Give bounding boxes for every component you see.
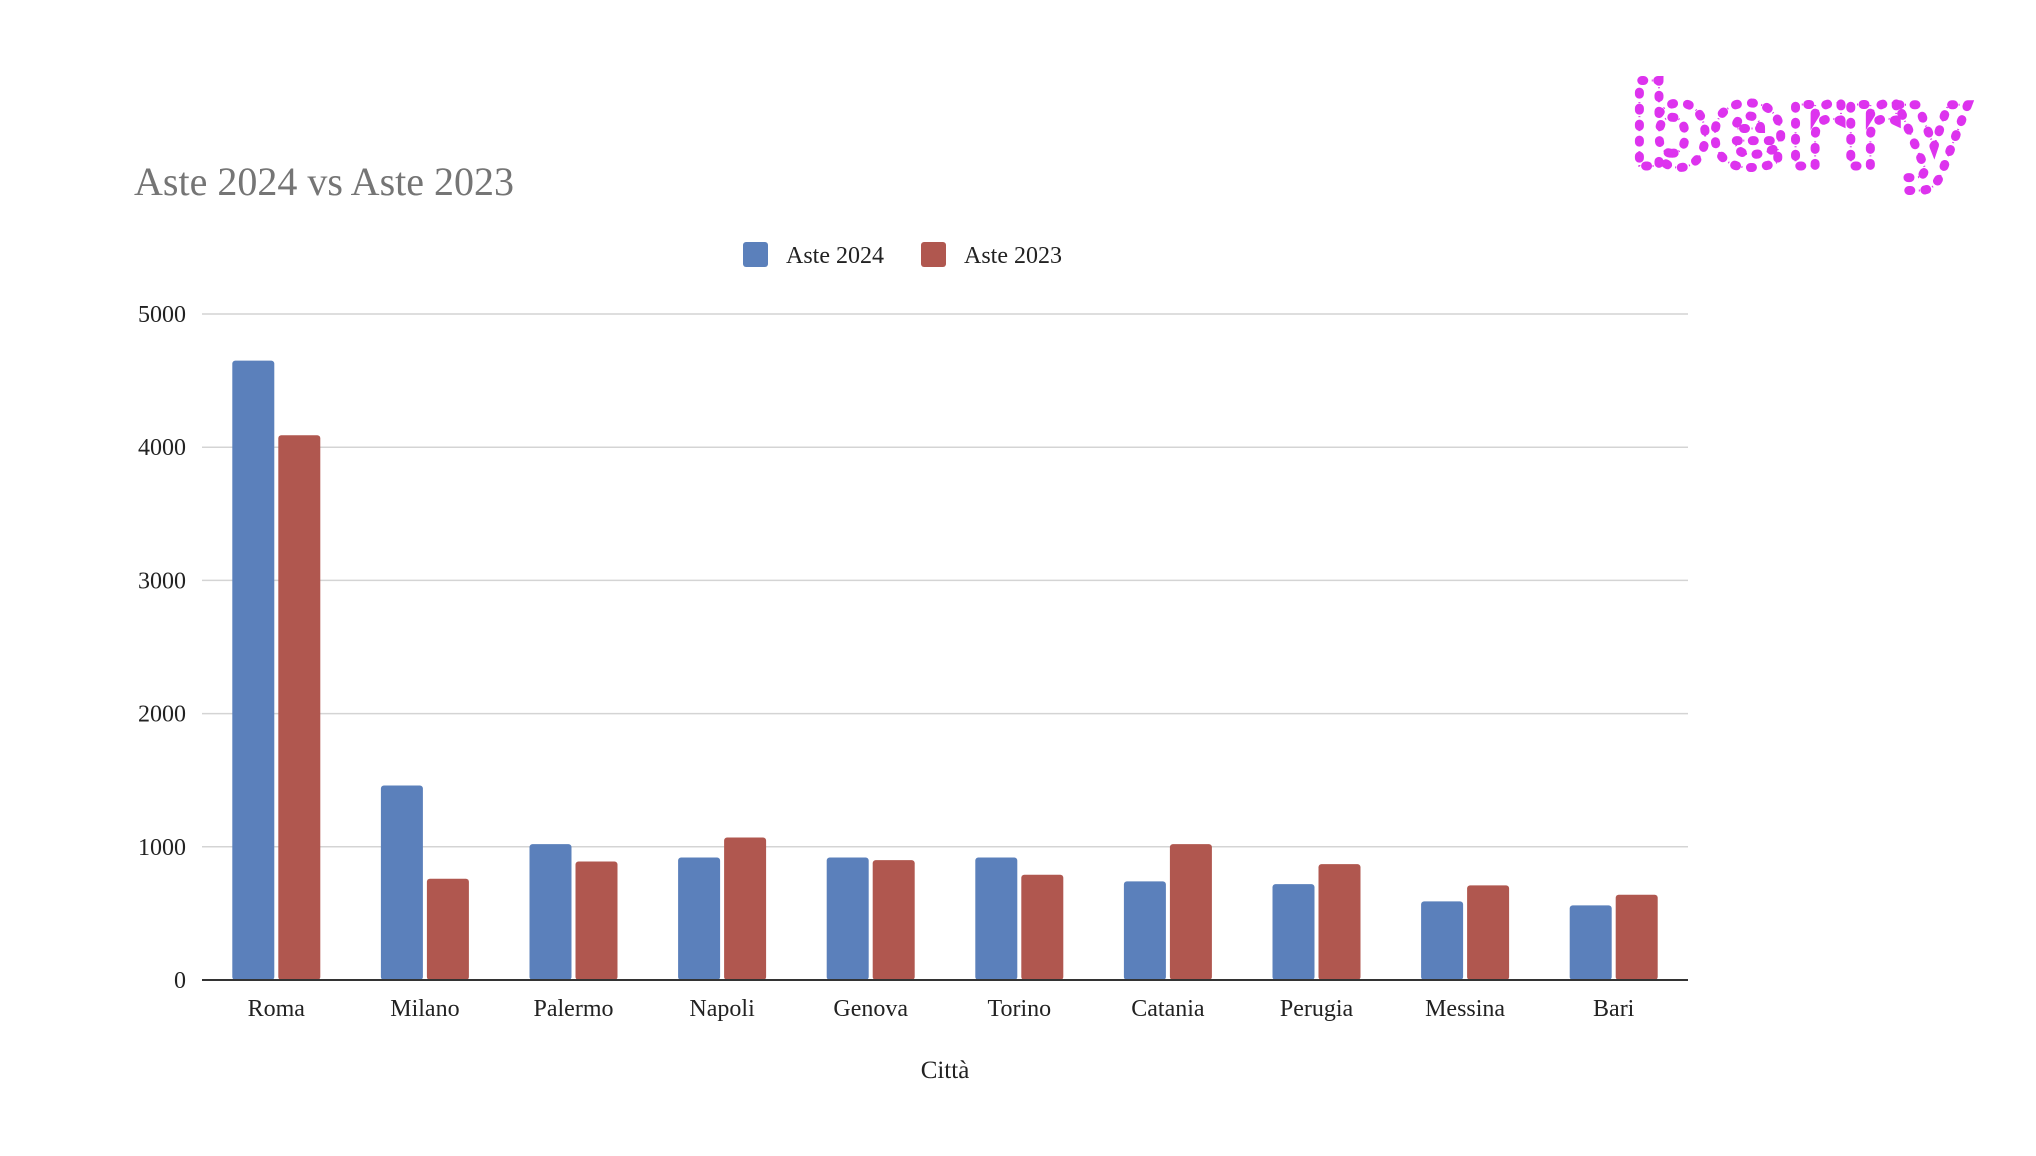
y-tick-label: 5000 xyxy=(138,302,186,328)
x-tick-label: Torino xyxy=(987,996,1051,1022)
bar xyxy=(278,435,321,980)
bar xyxy=(575,861,618,980)
x-tick-label: Genova xyxy=(833,996,908,1022)
bar xyxy=(826,857,869,980)
bar xyxy=(1467,885,1510,980)
y-tick-label: 1000 xyxy=(138,835,186,861)
chart-title: Aste 2024 vs Aste 2023 xyxy=(134,159,514,204)
bar xyxy=(426,878,469,980)
x-tick-label: Palermo xyxy=(534,996,614,1022)
y-tick-label: 0 xyxy=(174,968,186,994)
bar xyxy=(1569,905,1612,980)
bar xyxy=(1169,844,1212,980)
bar xyxy=(678,857,721,980)
bar xyxy=(1021,874,1064,980)
x-tick-label: Milano xyxy=(390,996,459,1022)
x-tick-label: Perugia xyxy=(1280,996,1354,1022)
x-axis-label: Città xyxy=(921,1057,970,1084)
bar xyxy=(724,837,767,980)
legend-label: Aste 2024 xyxy=(786,243,884,269)
bar xyxy=(1123,881,1166,980)
x-tick-label: Catania xyxy=(1131,996,1205,1022)
bar xyxy=(975,857,1018,980)
bar xyxy=(1421,901,1464,980)
y-axis-ticks: 0 1000 2000 3000 4000 5000 xyxy=(138,302,186,994)
x-tick-label: Bari xyxy=(1593,996,1635,1022)
x-tick-label: Napoli xyxy=(689,996,755,1022)
berry-logo-text: berry xyxy=(1630,63,1970,193)
legend-swatch xyxy=(743,242,768,267)
bar xyxy=(529,844,572,980)
legend-swatch xyxy=(921,242,946,267)
bars xyxy=(232,360,1658,980)
y-tick-label: 4000 xyxy=(138,435,186,461)
x-axis-ticks: Roma Milano Palermo Napoli Genova Torino Catan… xyxy=(248,996,1635,1022)
x-tick-label: Messina xyxy=(1425,996,1505,1022)
legend-label: Aste 2023 xyxy=(964,243,1062,269)
bar xyxy=(1318,864,1361,980)
berry-logo-outline: berry xyxy=(1630,63,1970,193)
y-tick-label: 3000 xyxy=(138,568,186,594)
bar xyxy=(1272,884,1315,980)
berry-logo: berry berry xyxy=(1626,62,1975,198)
x-tick-label: Roma xyxy=(248,996,306,1022)
legend: Aste 2024 Aste 2023 xyxy=(743,242,1062,269)
bar xyxy=(232,360,275,980)
bar xyxy=(380,785,423,980)
bar xyxy=(872,860,915,980)
y-tick-label: 2000 xyxy=(138,702,186,728)
bar xyxy=(1615,894,1658,980)
gridlines xyxy=(202,313,1688,848)
